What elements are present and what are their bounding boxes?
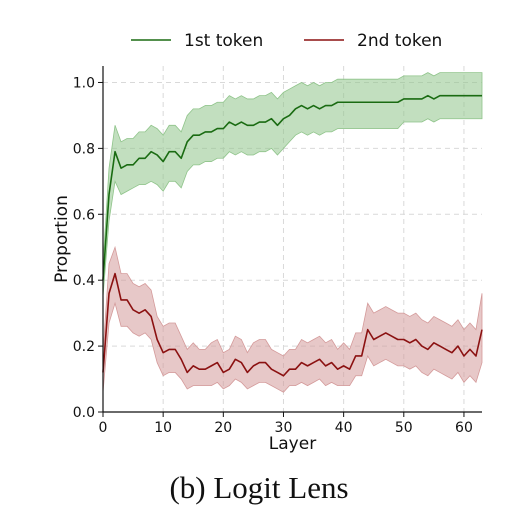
- y-axis-label: Proportion: [52, 195, 72, 283]
- x-tick-label: 40: [335, 420, 353, 436]
- band-series-1: [102, 72, 483, 297]
- axes: [102, 66, 482, 413]
- x-tick-label: 60: [455, 420, 473, 436]
- y-tick-label: 0.0: [73, 405, 95, 421]
- x-axis-label: Layer: [269, 434, 316, 454]
- y-tick-label: 0.8: [73, 141, 95, 157]
- legend-label-2: 2nd token: [357, 31, 442, 51]
- figure-caption: (b) Logit Lens: [169, 470, 349, 505]
- x-tick-label: 20: [214, 420, 232, 436]
- y-tick-label: 0.4: [73, 273, 95, 289]
- line-series-1: [102, 94, 482, 281]
- y-axis-ticks: 0.0 0.2 0.4 0.6 0.8 1.0: [73, 75, 103, 421]
- line-chart: 0 10 20 30 40 50 60 0.0 0.2 0.4 0.6 0.8 1.0 Layer P…: [52, 31, 483, 454]
- y-tick-label: 0.6: [73, 207, 95, 223]
- legend: 1st token 2nd token: [131, 31, 442, 51]
- x-tick-label: 0: [99, 420, 108, 436]
- confidence-bands: [102, 72, 483, 393]
- y-tick-label: 0.2: [73, 339, 95, 355]
- y-tick-label: 1.0: [73, 75, 95, 91]
- band-series-2: [102, 245, 483, 393]
- legend-label-1: 1st token: [184, 31, 263, 51]
- line-series-2: [102, 272, 483, 377]
- x-axis-ticks: 0 10 20 30 40 50 60: [99, 412, 473, 436]
- x-tick-label: 30: [275, 420, 293, 436]
- x-tick-label: 10: [154, 420, 172, 436]
- x-tick-label: 50: [395, 420, 413, 436]
- series-lines: [102, 94, 483, 377]
